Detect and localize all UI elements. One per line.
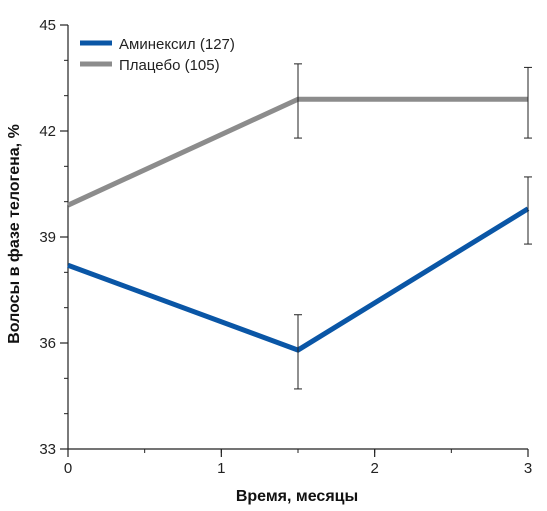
y-axis-title: Волосы в фазе телогена, % <box>6 124 23 344</box>
legend: Аминексил (127) Плацебо (105) <box>80 36 235 74</box>
x-tick-label: 1 <box>217 460 225 477</box>
x-tick-label: 2 <box>370 460 378 477</box>
y-tick-label: 42 <box>39 123 56 140</box>
x-tick-label: 3 <box>524 460 532 477</box>
legend-label-placebo: Плацебо (105) <box>119 57 220 74</box>
y-tick-label: 33 <box>39 441 56 458</box>
y-tick-label: 36 <box>39 335 56 352</box>
y-tick-label: 45 <box>39 17 56 34</box>
x-axis-title: Время, месяцы <box>236 488 358 505</box>
legend-label-aminexil: Аминексил (127) <box>119 36 235 53</box>
plot-area: 33 36 39 42 45 0 1 2 3 <box>39 17 532 477</box>
y-tick-label: 39 <box>39 229 56 246</box>
x-tick-label: 0 <box>64 460 72 477</box>
